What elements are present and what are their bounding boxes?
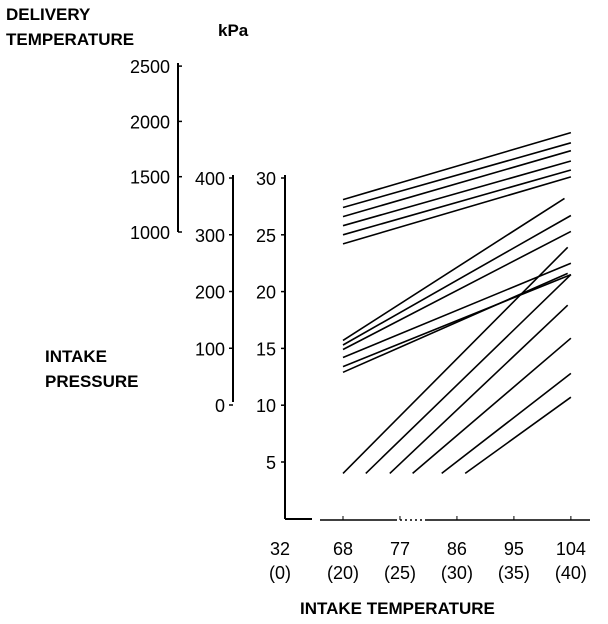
psi-tick-label: 25 xyxy=(256,226,276,246)
delivery-label-line1: DELIVERY xyxy=(6,5,91,24)
delivery-tick-label: 2500 xyxy=(130,57,170,77)
kpa-tick-label: 100 xyxy=(195,339,225,359)
kpa-tick-label: 0 xyxy=(215,396,225,416)
delivery-tick-label: 1000 xyxy=(130,223,170,243)
psi-tick-label: 15 xyxy=(256,339,276,359)
delivery-tick-label: 1500 xyxy=(130,168,170,188)
x-axis-title: INTAKE TEMPERATURE xyxy=(300,599,495,618)
kpa-tick-label: 400 xyxy=(195,169,225,189)
series-line-middle-5 xyxy=(342,273,572,368)
series-line-upper-2 xyxy=(342,142,572,209)
series-line-middle-1 xyxy=(342,197,565,342)
series-line-upper-6 xyxy=(342,176,572,245)
series-line-lower-6 xyxy=(464,396,572,475)
x-tick-label-f: 86 xyxy=(447,539,467,559)
x-tick-label-c: (0) xyxy=(269,563,291,583)
series-line-lower-2 xyxy=(365,274,572,474)
kpa-tick-label: 300 xyxy=(195,226,225,246)
intake-pressure-label-line2: PRESSURE xyxy=(45,372,139,391)
series-line-lower-4 xyxy=(412,337,572,475)
x-tick-label-c: (25) xyxy=(384,563,416,583)
series-line-lower-5 xyxy=(441,372,572,475)
x-tick-label-c: (30) xyxy=(441,563,473,583)
series-line-lower-3 xyxy=(389,304,569,474)
intake-pressure-label-line1: INTAKE xyxy=(45,347,107,366)
delivery-tick-label: 2000 xyxy=(130,112,170,132)
series-line-middle-6 xyxy=(342,272,569,374)
x-tick-label-c: (40) xyxy=(555,563,587,583)
x-tick-label-c: (20) xyxy=(327,563,359,583)
psi-tick-label: 20 xyxy=(256,283,276,303)
series-line-middle-4 xyxy=(342,262,572,359)
x-tick-label-f: 68 xyxy=(333,539,353,559)
psi-tick-label: 10 xyxy=(256,396,276,416)
series-line-lower-1 xyxy=(342,246,569,474)
series-line-upper-5 xyxy=(342,169,572,236)
psi-tick-label: 5 xyxy=(266,453,276,473)
delivery-label-line2: TEMPERATURE xyxy=(6,30,134,49)
x-tick-label-c: (35) xyxy=(498,563,530,583)
x-tick-label-f: 32 xyxy=(270,539,290,559)
series-line-middle-2 xyxy=(342,214,572,346)
series-line-upper-4 xyxy=(342,160,572,227)
x-tick-label-f: 95 xyxy=(504,539,524,559)
kpa-unit-label: kPa xyxy=(218,21,249,40)
kpa-tick-label: 200 xyxy=(195,283,225,303)
series-line-middle-3 xyxy=(342,230,572,351)
series-line-upper-3 xyxy=(342,149,572,218)
psi-tick-label: 30 xyxy=(256,169,276,189)
x-tick-label-f: 104 xyxy=(556,539,586,559)
series-line-upper-1 xyxy=(342,131,572,201)
x-tick-label-f: 77 xyxy=(390,539,410,559)
